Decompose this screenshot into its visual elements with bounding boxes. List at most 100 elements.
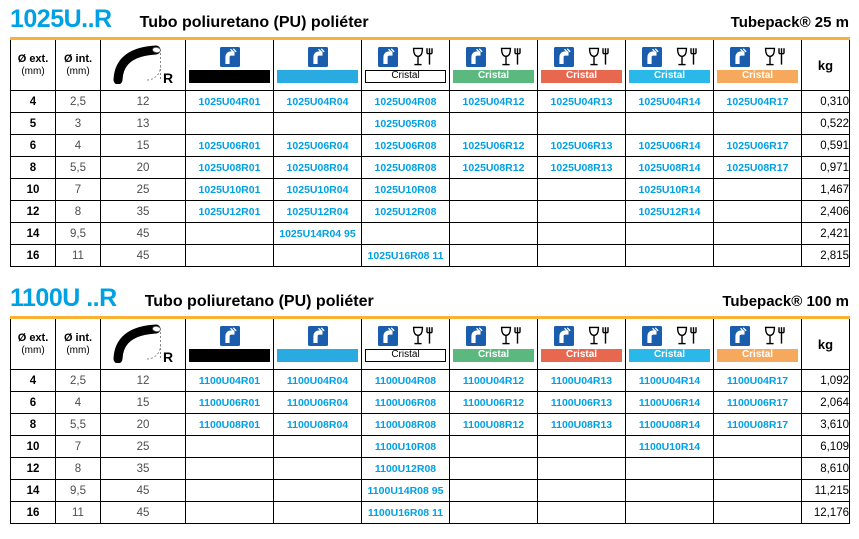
cell-product-code: [449, 435, 538, 458]
cell-weight-kg: 1,467: [801, 178, 850, 201]
cell-bend-radius: 12: [100, 90, 186, 113]
cell-product-code: 1100U06R01: [185, 391, 274, 414]
col-header-unit: (mm): [66, 65, 90, 77]
col-header-diameter: Ø ext. (mm): [10, 38, 56, 91]
tube-icon: [307, 46, 328, 67]
col-header-unit: (mm): [66, 344, 90, 356]
cell-product-code: 1100U04R08: [361, 369, 450, 392]
food-safe-icon: [411, 47, 434, 67]
cell-product-code: 1100U04R13: [537, 369, 626, 392]
col-header-tube-cristal: Cristal: [361, 38, 450, 91]
table-row: 5 3 13 1025U05R08 0,522: [10, 112, 850, 135]
cell-int-diameter: 11: [55, 501, 101, 524]
tube-icon: [377, 46, 398, 67]
cell-product-code: 1025U12R04: [273, 200, 362, 223]
table-row: 8 5,5 20 1100U08R01 1100U08R04 1100U08R08 1100…: [10, 413, 850, 436]
col-header-diameter: Ø int. (mm): [55, 38, 101, 91]
table-row: 12 8 35 1025U12R01 1025U12R04 1025U12R08 1025U…: [10, 200, 850, 223]
bend-radius-icon: R: [109, 42, 177, 84]
cell-ext-diameter: 12: [10, 200, 56, 223]
cell-ext-diameter: 6: [10, 134, 56, 157]
col-header-tube-color: [273, 38, 362, 91]
cell-product-code: 1100U06R13: [537, 391, 626, 414]
cristal-bar: Cristal: [453, 348, 534, 362]
series-header: 1025U..R Tubo poliuretano (PU) poliéter …: [10, 5, 849, 35]
col-header-label: Ø int.: [63, 331, 93, 344]
col-header-label: Ø int.: [63, 52, 93, 65]
cell-ext-diameter: 4: [10, 369, 56, 392]
tube-icon: [729, 325, 750, 346]
cell-bend-radius: 20: [100, 156, 186, 179]
food-safe-icon: [499, 47, 522, 67]
cell-product-code: 1100U08R12: [449, 413, 538, 436]
cell-product-code: 1100U06R04: [273, 391, 362, 414]
cell-product-code: 1025U04R12: [449, 90, 538, 113]
table-row: 16 11 45 1100U16R08 11 12,176: [10, 501, 850, 524]
cell-product-code: [713, 479, 802, 502]
cell-product-code: [713, 501, 802, 524]
col-header-tube-cristal: Cristal: [449, 317, 538, 370]
tube-icon: [465, 46, 486, 67]
color-bar: [189, 69, 270, 83]
tube-icon: [307, 325, 328, 346]
cell-ext-diameter: 14: [10, 479, 56, 502]
food-safe-icon: [411, 326, 434, 346]
cell-int-diameter: 4: [55, 391, 101, 414]
cell-weight-kg: 2,064: [801, 391, 850, 414]
table-row: 14 9,5 45 1025U14R04 95 2,421: [10, 222, 850, 245]
cell-product-code: [449, 112, 538, 135]
cell-product-code: [713, 222, 802, 245]
cell-product-code: [537, 457, 626, 480]
cell-product-code: 1025U12R01: [185, 200, 274, 223]
cell-int-diameter: 9,5: [55, 479, 101, 502]
cell-bend-radius: 35: [100, 200, 186, 223]
col-header-tube-cristal: Cristal: [537, 317, 626, 370]
spec-table: Ø ext. (mm) Ø int. (mm) R Cristal Cristal Crist…: [10, 37, 850, 267]
cristal-bar: Cristal: [541, 348, 622, 362]
cell-product-code: [185, 501, 274, 524]
cell-product-code: [537, 501, 626, 524]
col-header-tube-cristal: Cristal: [361, 317, 450, 370]
cell-product-code: [537, 435, 626, 458]
cell-product-code: 1025U04R13: [537, 90, 626, 113]
cell-product-code: [625, 479, 714, 502]
cell-weight-kg: 2,815: [801, 244, 850, 267]
series-header: 1100U ..R Tubo poliuretano (PU) poliéter…: [10, 284, 849, 314]
cell-product-code: [449, 457, 538, 480]
svg-text:R: R: [163, 349, 173, 363]
cell-int-diameter: 8: [55, 457, 101, 480]
cell-product-code: 1025U04R04: [273, 90, 362, 113]
cell-product-code: 1025U08R17: [713, 156, 802, 179]
cell-product-code: 1100U08R08: [361, 413, 450, 436]
cell-int-diameter: 7: [55, 178, 101, 201]
cell-product-code: 1100U10R08: [361, 435, 450, 458]
cell-product-code: 1100U08R17: [713, 413, 802, 436]
col-header-tube-color: [273, 317, 362, 370]
color-bar: [277, 69, 358, 83]
cell-product-code: [713, 435, 802, 458]
cell-ext-diameter: 5: [10, 112, 56, 135]
food-safe-icon: [675, 47, 698, 67]
cell-ext-diameter: 10: [10, 435, 56, 458]
cell-product-code: [625, 244, 714, 267]
cell-product-code: 1025U05R08: [361, 112, 450, 135]
col-header-label: Ø ext.: [17, 331, 49, 344]
food-safe-icon: [587, 47, 610, 67]
cristal-bar: Cristal: [629, 69, 710, 83]
cell-weight-kg: 0,522: [801, 112, 850, 135]
cell-product-code: 1100U08R14: [625, 413, 714, 436]
cell-weight-kg: 2,421: [801, 222, 850, 245]
cell-int-diameter: 9,5: [55, 222, 101, 245]
cell-product-code: [625, 457, 714, 480]
cell-int-diameter: 2,5: [55, 90, 101, 113]
col-header-unit: (mm): [21, 65, 45, 77]
cell-product-code: [449, 244, 538, 267]
cell-product-code: 1025U08R13: [537, 156, 626, 179]
cell-weight-kg: 3,610: [801, 413, 850, 436]
col-header-tube-color: [185, 38, 274, 91]
cell-product-code: 1025U04R08: [361, 90, 450, 113]
cell-product-code: [713, 112, 802, 135]
bend-radius-icon: R: [109, 321, 177, 363]
cell-int-diameter: 3: [55, 112, 101, 135]
cristal-bar: Cristal: [453, 69, 534, 83]
